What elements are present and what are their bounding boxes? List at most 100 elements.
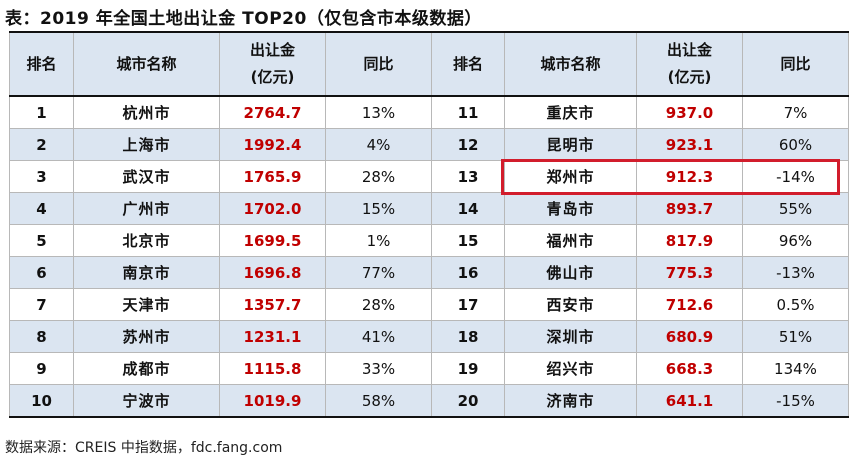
table-row: 9 成都市 1115.8 33% 19 绍兴市 668.3 134% — [9, 352, 849, 385]
right-yoy-cell: -13% — [742, 256, 849, 289]
right-amount-cell: 641.1 — [636, 384, 743, 418]
table-row: 1 杭州市 2764.7 13% 11 重庆市 937.0 7% — [9, 95, 849, 129]
left-yoy-cell: 1% — [325, 224, 432, 257]
right-rank-cell: 15 — [431, 224, 505, 257]
left-yoy-cell: 28% — [325, 288, 432, 321]
left-yoy-cell: 41% — [325, 320, 432, 353]
right-city-cell: 佛山市 — [504, 256, 637, 289]
header-rank: 排名 — [9, 31, 74, 97]
left-yoy-cell: 4% — [325, 128, 432, 161]
right-city-cell: 昆明市 — [504, 128, 637, 161]
right-rank-cell: 16 — [431, 256, 505, 289]
left-amount-cell: 1231.1 — [219, 320, 326, 353]
table-row: 3 武汉市 1765.9 28% 13 郑州市 912.3 -14% — [9, 160, 849, 193]
header-amount-line2: (亿元) — [250, 68, 295, 86]
right-rank-cell: 17 — [431, 288, 505, 321]
right-city-cell: 西安市 — [504, 288, 637, 321]
right-yoy-cell: 7% — [742, 95, 849, 129]
left-yoy-cell: 58% — [325, 384, 432, 418]
left-city-cell: 苏州市 — [73, 320, 220, 353]
right-yoy-cell: -15% — [742, 384, 849, 418]
header-city: 城市名称 — [73, 31, 220, 97]
right-rank-cell: 12 — [431, 128, 505, 161]
right-city-cell: 绍兴市 — [504, 352, 637, 385]
right-city-cell: 济南市 — [504, 384, 637, 418]
right-rank-cell: 19 — [431, 352, 505, 385]
right-amount-cell: 893.7 — [636, 192, 743, 225]
left-amount-cell: 1696.8 — [219, 256, 326, 289]
left-amount-cell: 1702.0 — [219, 192, 326, 225]
right-yoy-cell: 55% — [742, 192, 849, 225]
right-yoy-cell: 134% — [742, 352, 849, 385]
right-yoy-cell: -14% — [742, 160, 849, 193]
left-rank-cell: 5 — [9, 224, 74, 257]
left-amount-cell: 1992.4 — [219, 128, 326, 161]
table-row: 4 广州市 1702.0 15% 14 青岛市 893.7 55% — [9, 192, 849, 225]
table-title: 表：2019 年全国土地出让金 TOP20（仅包含市本级数据） — [5, 9, 482, 29]
right-city-cell: 郑州市 — [504, 160, 637, 193]
header-yoy: 同比 — [325, 31, 432, 97]
left-city-cell: 武汉市 — [73, 160, 220, 193]
left-city-cell: 宁波市 — [73, 384, 220, 418]
left-yoy-cell: 77% — [325, 256, 432, 289]
right-amount-cell: 912.3 — [636, 160, 743, 193]
right-amount-cell: 680.9 — [636, 320, 743, 353]
right-amount-cell: 712.6 — [636, 288, 743, 321]
header-yoy-2: 同比 — [742, 31, 849, 97]
left-city-cell: 广州市 — [73, 192, 220, 225]
right-yoy-cell: 0.5% — [742, 288, 849, 321]
right-rank-cell: 11 — [431, 95, 505, 129]
left-rank-cell: 2 — [9, 128, 74, 161]
right-yoy-cell: 96% — [742, 224, 849, 257]
right-city-cell: 深圳市 — [504, 320, 637, 353]
right-amount-cell: 817.9 — [636, 224, 743, 257]
left-city-cell: 天津市 — [73, 288, 220, 321]
right-rank-cell: 14 — [431, 192, 505, 225]
right-amount-cell: 937.0 — [636, 95, 743, 129]
left-amount-cell: 1765.9 — [219, 160, 326, 193]
table-header-row: 排名 城市名称 出让金 (亿元) 同比 排名 城市名称 出让金 (亿元) 同比 — [9, 31, 849, 97]
header-amount-line1-2: 出让金 — [666, 41, 712, 59]
left-city-cell: 北京市 — [73, 224, 220, 257]
left-yoy-cell: 13% — [325, 95, 432, 129]
left-amount-cell: 1357.7 — [219, 288, 326, 321]
source-note: 数据来源：CREIS 中指数据，fdc.fang.com — [5, 440, 283, 456]
left-yoy-cell: 33% — [325, 352, 432, 385]
left-rank-cell: 9 — [9, 352, 74, 385]
right-rank-cell: 13 — [431, 160, 505, 193]
left-rank-cell: 4 — [9, 192, 74, 225]
left-amount-cell: 1115.8 — [219, 352, 326, 385]
left-rank-cell: 1 — [9, 95, 74, 129]
left-city-cell: 成都市 — [73, 352, 220, 385]
left-yoy-cell: 15% — [325, 192, 432, 225]
left-amount-cell: 1019.9 — [219, 384, 326, 418]
table-row: 8 苏州市 1231.1 41% 18 深圳市 680.9 51% — [9, 320, 849, 353]
header-rank-2: 排名 — [431, 31, 505, 97]
left-rank-cell: 7 — [9, 288, 74, 321]
left-amount-cell: 1699.5 — [219, 224, 326, 257]
right-amount-cell: 923.1 — [636, 128, 743, 161]
right-yoy-cell: 60% — [742, 128, 849, 161]
header-amount-2: 出让金 (亿元) — [636, 31, 743, 97]
right-amount-cell: 668.3 — [636, 352, 743, 385]
header-amount: 出让金 (亿元) — [219, 31, 326, 97]
left-rank-cell: 6 — [9, 256, 74, 289]
right-rank-cell: 18 — [431, 320, 505, 353]
table-row: 6 南京市 1696.8 77% 16 佛山市 775.3 -13% — [9, 256, 849, 289]
right-yoy-cell: 51% — [742, 320, 849, 353]
header-amount-line1: 出让金 — [249, 41, 295, 59]
land-transfer-table: 排名 城市名称 出让金 (亿元) 同比 排名 城市名称 出让金 (亿元) 同比 … — [9, 31, 849, 418]
table-row: 10 宁波市 1019.9 58% 20 济南市 641.1 -15% — [9, 384, 849, 418]
left-city-cell: 杭州市 — [73, 95, 220, 129]
table-row: 2 上海市 1992.4 4% 12 昆明市 923.1 60% — [9, 128, 849, 161]
left-yoy-cell: 28% — [325, 160, 432, 193]
left-rank-cell: 8 — [9, 320, 74, 353]
right-city-cell: 福州市 — [504, 224, 637, 257]
left-city-cell: 上海市 — [73, 128, 220, 161]
left-amount-cell: 2764.7 — [219, 95, 326, 129]
left-rank-cell: 3 — [9, 160, 74, 193]
right-city-cell: 青岛市 — [504, 192, 637, 225]
header-city-2: 城市名称 — [504, 31, 637, 97]
right-amount-cell: 775.3 — [636, 256, 743, 289]
left-city-cell: 南京市 — [73, 256, 220, 289]
